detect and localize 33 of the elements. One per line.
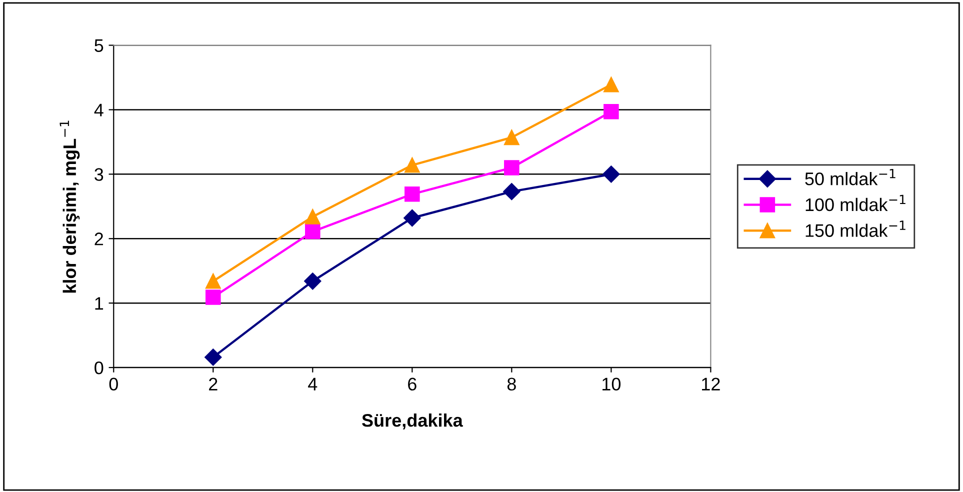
point	[602, 166, 620, 183]
point	[404, 209, 421, 227]
x-tick-label: 8	[507, 378, 516, 391]
x-tick-label: 4	[308, 378, 318, 390]
point	[503, 183, 520, 200]
y-tick-label: 0	[94, 361, 104, 374]
point	[604, 104, 619, 120]
x-tick-label: 10	[602, 378, 621, 391]
legend-label: 150 mldak$^{−1}$	[806, 220, 906, 237]
x-tick-label: 0	[109, 378, 118, 391]
y-tick-label: 4	[94, 104, 104, 116]
x-tick-label: 12	[702, 378, 720, 390]
y-tick-label: 5	[94, 39, 104, 52]
point	[304, 272, 322, 290]
y-tick-label: 3	[94, 168, 104, 181]
x-axis-title: Süre,dakika	[362, 414, 463, 430]
point	[604, 76, 619, 92]
y-axis-title: klor derişimi, mgL$^{−1}$	[60, 120, 80, 293]
point	[404, 186, 420, 202]
y-tick-label: 1	[95, 297, 104, 310]
y-tick-label: 2	[94, 232, 104, 246]
point	[204, 348, 222, 366]
legend-label: 50 mldak$^{−1}$	[805, 168, 896, 186]
x-tick-label: 2	[209, 378, 218, 390]
point	[404, 158, 420, 173]
point	[206, 274, 221, 289]
point	[206, 290, 221, 305]
point	[305, 224, 320, 240]
point	[305, 209, 320, 224]
point	[504, 130, 520, 146]
point	[504, 160, 520, 176]
legend-label: 100 mldak$^{−1}$	[806, 194, 906, 212]
x-tick-label: 6	[408, 378, 416, 391]
